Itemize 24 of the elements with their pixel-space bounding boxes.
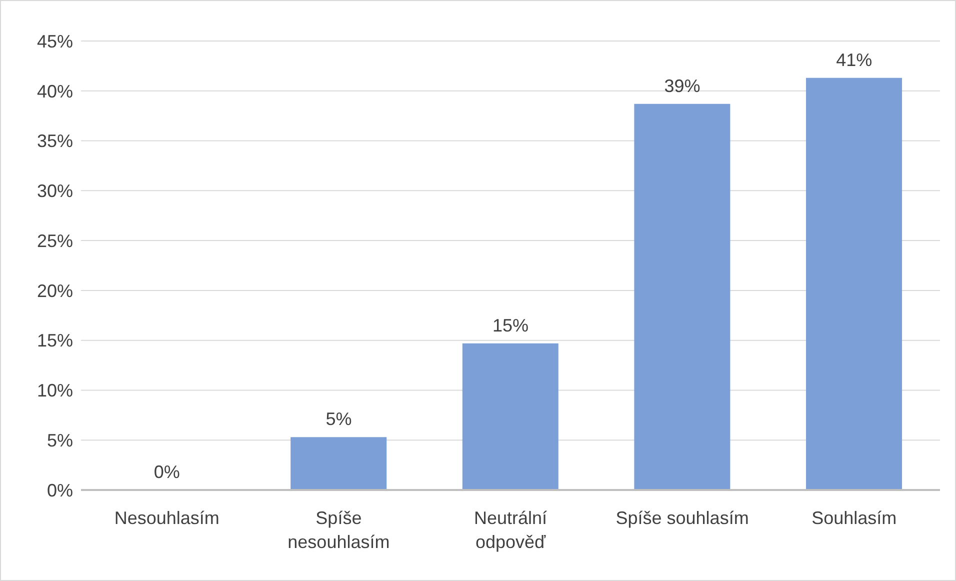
data-label: 5%	[326, 409, 352, 430]
bar	[462, 343, 558, 490]
data-label: 0%	[154, 462, 180, 482]
x-tick-label: Spíše souhlasím	[616, 508, 749, 528]
bar	[634, 104, 730, 490]
y-tick-label: 0%	[46, 480, 73, 500]
bar	[806, 78, 902, 490]
bar	[290, 437, 387, 490]
y-tick-label: 15%	[36, 330, 73, 351]
y-tick-label: 45%	[36, 31, 73, 52]
y-tick-label: 35%	[36, 131, 73, 152]
y-tick-label: 30%	[36, 181, 73, 202]
y-tick-label: 20%	[36, 280, 73, 301]
x-tick-label: Spíše nesouhlasím	[288, 508, 390, 552]
y-tick-label: 40%	[36, 81, 73, 102]
x-tick-label: Nesouhlasím	[114, 508, 220, 528]
data-label: 41%	[836, 50, 872, 70]
y-tick-label: 10%	[36, 380, 73, 401]
x-tick-label: Souhlasím	[812, 508, 897, 528]
data-label: 39%	[664, 76, 700, 96]
x-tick-label: Neutrální odpověď	[474, 508, 548, 552]
y-tick-label: 25%	[36, 230, 73, 251]
data-label: 15%	[492, 315, 529, 336]
y-tick-label: 5%	[46, 430, 73, 450]
